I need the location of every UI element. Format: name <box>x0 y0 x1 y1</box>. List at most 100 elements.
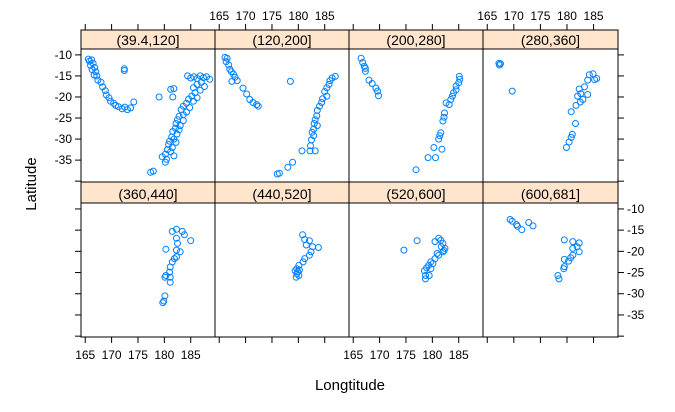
data-point <box>413 237 421 245</box>
data-point <box>93 72 101 80</box>
data-point <box>445 101 453 109</box>
data-point <box>448 92 456 100</box>
x-tick-label: 180 <box>557 9 577 23</box>
data-point <box>179 117 187 125</box>
data-point <box>105 94 113 102</box>
data-point <box>187 237 195 245</box>
data-point <box>275 169 283 177</box>
data-point <box>239 84 247 92</box>
strip-label: (280,360] <box>521 32 580 48</box>
panel-frame <box>348 48 484 183</box>
data-point <box>200 83 208 90</box>
data-point <box>567 254 575 262</box>
strip-label: (440,520] <box>252 186 311 202</box>
data-point <box>313 112 321 120</box>
data-point <box>514 222 521 230</box>
data-point <box>92 68 100 76</box>
data-point <box>508 217 516 225</box>
x-tick-label: 170 <box>504 9 524 23</box>
strip-label: (200,280] <box>386 32 445 48</box>
panel: (39.4,120] <box>80 29 216 183</box>
panel-frame <box>80 202 216 338</box>
data-point <box>314 244 322 251</box>
data-point <box>162 272 170 279</box>
x-tick-label: 165 <box>343 348 363 362</box>
data-point <box>554 272 562 279</box>
data-point <box>298 147 306 155</box>
data-point <box>310 132 318 140</box>
y-tick-label: -10 <box>55 48 73 62</box>
data-point <box>299 258 307 266</box>
panel-frame <box>482 48 619 183</box>
data-point <box>160 297 168 305</box>
data-point <box>173 246 180 254</box>
y-tick-label: -20 <box>627 244 645 258</box>
panel-frame <box>80 48 216 183</box>
data-point <box>565 138 573 146</box>
data-point <box>110 99 118 107</box>
data-point <box>432 154 439 162</box>
data-point <box>439 117 447 125</box>
panel: (120,200] <box>214 29 350 183</box>
data-point <box>175 112 183 120</box>
data-point <box>294 268 302 276</box>
data-point <box>186 104 194 111</box>
strip-label: (120,200] <box>252 32 311 48</box>
y-tick-label: -35 <box>627 308 645 322</box>
panel-frame <box>482 202 619 338</box>
data-point <box>560 265 568 273</box>
data-point <box>166 263 174 271</box>
data-point <box>496 61 503 69</box>
data-point <box>175 126 183 134</box>
panel: (200,280] <box>348 29 484 183</box>
data-point <box>305 251 313 259</box>
panel: (360,440] <box>80 181 216 338</box>
data-point <box>289 158 297 166</box>
data-point <box>525 219 533 226</box>
data-point <box>569 244 577 252</box>
data-point <box>438 145 446 153</box>
strip-label: (360,440] <box>118 186 177 202</box>
data-point <box>174 239 181 247</box>
data-point <box>302 241 310 249</box>
data-point <box>249 99 257 106</box>
strip-label: (520,600] <box>386 186 445 202</box>
x-tick-label: 165 <box>209 9 229 23</box>
data-point <box>168 227 176 235</box>
data-point <box>584 76 592 84</box>
panel-frame <box>214 48 350 183</box>
data-point <box>161 158 169 166</box>
data-point <box>170 152 178 160</box>
data-point <box>307 142 314 150</box>
data-point <box>572 120 579 127</box>
data-point <box>424 154 432 162</box>
x-tick-label: 165 <box>477 9 497 23</box>
data-point <box>560 236 568 244</box>
panel: (600,681] <box>482 181 619 338</box>
x-axis-label: Longtitude <box>315 377 385 394</box>
data-point <box>233 77 241 85</box>
data-point <box>593 75 601 82</box>
data-point <box>120 67 128 74</box>
data-point <box>127 104 135 112</box>
data-point <box>431 238 439 246</box>
data-point <box>225 61 233 69</box>
panel-frame <box>214 202 350 338</box>
data-point <box>429 260 437 268</box>
data-point <box>529 222 537 230</box>
data-point <box>412 166 420 174</box>
x-tick-label: 175 <box>396 348 416 362</box>
data-point <box>400 246 408 254</box>
data-point <box>584 91 592 98</box>
data-point <box>193 94 201 102</box>
data-point <box>170 85 178 93</box>
y-tick-label: -10 <box>627 202 645 216</box>
data-point <box>422 275 429 283</box>
data-point <box>310 125 318 133</box>
data-point <box>436 132 444 140</box>
data-point <box>565 257 573 265</box>
x-tick-label: 175 <box>262 9 282 23</box>
data-point <box>513 221 520 229</box>
data-point <box>374 87 381 95</box>
data-point <box>441 109 448 117</box>
